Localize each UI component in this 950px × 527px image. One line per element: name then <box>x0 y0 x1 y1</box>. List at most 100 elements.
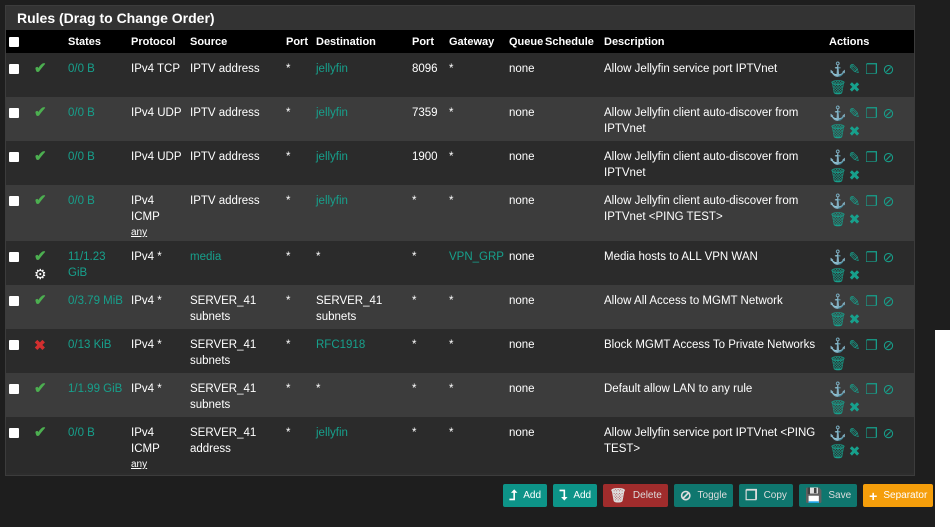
anchor-icon[interactable]: ⚓ <box>829 149 847 165</box>
pencil-icon[interactable]: ✎ <box>848 249 861 265</box>
ban-icon[interactable]: ⊘ <box>882 61 895 77</box>
rule-checkbox[interactable] <box>9 108 19 118</box>
pencil-icon[interactable]: ✎ <box>848 381 861 397</box>
x-icon[interactable]: ✖ <box>848 167 861 183</box>
pencil-icon[interactable]: ✎ <box>848 105 861 121</box>
copy-button[interactable]: ❐ Copy <box>739 484 793 507</box>
separator-button[interactable]: + Separator <box>863 484 934 507</box>
anchor-icon[interactable]: ⚓ <box>829 293 847 309</box>
add-bottom-button[interactable]: ⮧ Add <box>553 484 598 507</box>
destination[interactable]: jellyfin <box>316 427 348 439</box>
trash-icon[interactable]: 🗑 <box>829 311 847 327</box>
destination[interactable]: jellyfin <box>316 107 348 119</box>
column-header: Description <box>601 30 826 53</box>
rule-checkbox[interactable] <box>9 428 19 438</box>
rule-checkbox[interactable] <box>9 340 19 350</box>
add-top-button[interactable]: ⮥ Add <box>503 484 548 507</box>
copy-icon[interactable]: ❐ <box>865 381 878 397</box>
pencil-icon[interactable]: ✎ <box>848 337 861 353</box>
states-link[interactable]: 1/1.99 GiB <box>68 383 123 395</box>
pencil-icon[interactable]: ✎ <box>848 425 861 441</box>
pencil-icon[interactable]: ✎ <box>848 149 861 165</box>
ban-icon[interactable]: ⊘ <box>882 293 895 309</box>
pencil-icon[interactable]: ✎ <box>848 61 861 77</box>
anchor-icon[interactable]: ⚓ <box>829 337 847 353</box>
copy-icon[interactable]: ❐ <box>865 149 878 165</box>
rule-row[interactable]: ✔ 0/0 B IPv4 ICMP any SERVER_41 address * j… <box>6 417 914 473</box>
rule-row[interactable]: ✖ 0/13 KiB IPv4 * SERVER_41 subnets * RFC1… <box>6 329 914 373</box>
states-link[interactable]: 0/0 B <box>68 63 95 75</box>
rule-checkbox[interactable] <box>9 152 19 162</box>
rule-row[interactable]: ✔ ⚙ 11/1.23 GiB IPv4 * media * * * VPN_GRP non… <box>6 241 914 285</box>
states-link[interactable]: 0/13 KiB <box>68 339 112 351</box>
states-link[interactable]: 0/0 B <box>68 151 95 163</box>
source[interactable]: media <box>190 251 222 263</box>
trash-icon[interactable]: 🗑 <box>829 399 847 415</box>
states-link[interactable]: 0/0 B <box>68 107 95 119</box>
anchor-icon[interactable]: ⚓ <box>829 105 847 121</box>
pencil-icon[interactable]: ✎ <box>848 193 861 209</box>
rule-row[interactable]: ✔ 0/0 B IPv4 UDP IPTV address * jellyfin 73… <box>6 97 914 141</box>
x-icon[interactable]: ✖ <box>848 79 861 95</box>
trash-icon[interactable]: 🗑 <box>829 167 847 183</box>
trash-icon[interactable]: 🗑 <box>829 443 847 459</box>
copy-icon[interactable]: ❐ <box>865 337 878 353</box>
anchor-icon[interactable]: ⚓ <box>829 249 847 265</box>
states-link[interactable]: 0/3.79 MiB <box>68 295 123 307</box>
copy-icon[interactable]: ❐ <box>865 425 878 441</box>
copy-icon[interactable]: ❐ <box>865 193 878 209</box>
toggle-button[interactable]: ⊘ Toggle <box>673 484 734 507</box>
trash-icon[interactable]: 🗑 <box>829 211 847 227</box>
rule-row[interactable]: ✔ 0/0 B IPv4 UDP IPTV address * jellyfin 19… <box>6 141 914 185</box>
ban-icon[interactable]: ⊘ <box>882 249 895 265</box>
copy-icon[interactable]: ❐ <box>865 105 878 121</box>
ban-icon[interactable]: ⊘ <box>882 105 895 121</box>
x-icon[interactable]: ✖ <box>848 211 861 227</box>
trash-icon[interactable]: 🗑 <box>829 355 847 371</box>
rule-checkbox[interactable] <box>9 196 19 206</box>
anchor-icon[interactable]: ⚓ <box>829 425 847 441</box>
trash-icon[interactable]: 🗑 <box>829 267 847 283</box>
destination[interactable]: jellyfin <box>316 195 348 207</box>
anchor-icon[interactable]: ⚓ <box>829 381 847 397</box>
states-link[interactable]: 0/0 B <box>68 195 95 207</box>
rule-checkbox[interactable] <box>9 296 19 306</box>
rule-checkbox[interactable] <box>9 252 19 262</box>
x-icon[interactable]: ✖ <box>848 267 861 283</box>
save-button[interactable]: 💾 Save <box>798 484 858 507</box>
icmp-type-link[interactable]: any <box>131 459 148 470</box>
rule-checkbox[interactable] <box>9 384 19 394</box>
destination[interactable]: RFC1918 <box>316 339 366 351</box>
gateway[interactable]: VPN_GRP <box>449 251 504 263</box>
destination[interactable]: jellyfin <box>316 151 348 163</box>
pencil-icon[interactable]: ✎ <box>848 293 861 309</box>
select-all-checkbox[interactable] <box>6 30 31 53</box>
copy-icon[interactable]: ❐ <box>865 293 878 309</box>
x-icon[interactable]: ✖ <box>848 399 861 415</box>
ban-icon[interactable]: ⊘ <box>882 425 895 441</box>
copy-icon[interactable]: ❐ <box>865 249 878 265</box>
anchor-icon[interactable]: ⚓ <box>829 61 847 77</box>
rule-checkbox[interactable] <box>9 64 19 74</box>
anchor-icon[interactable]: ⚓ <box>829 193 847 209</box>
destination[interactable]: jellyfin <box>316 63 348 75</box>
copy-icon[interactable]: ❐ <box>865 61 878 77</box>
trash-icon[interactable]: 🗑 <box>829 79 847 95</box>
trash-icon[interactable]: 🗑 <box>829 123 847 139</box>
states-link[interactable]: 11/1.23 GiB <box>68 251 106 279</box>
select-all-checkbox-box[interactable] <box>9 36 19 47</box>
x-icon[interactable]: ✖ <box>848 311 861 327</box>
ban-icon[interactable]: ⊘ <box>882 193 895 209</box>
icmp-type-link[interactable]: any <box>131 227 148 238</box>
states-link[interactable]: 0/0 B <box>68 427 95 439</box>
ban-icon[interactable]: ⊘ <box>882 381 895 397</box>
rule-row[interactable]: ✔ 0/0 B IPv4 ICMP any IPTV address * jellyf… <box>6 185 914 241</box>
rule-row[interactable]: ✔ 0/3.79 MiB IPv4 * SERVER_41 subnets * SE… <box>6 285 914 329</box>
rule-row[interactable]: ✔ 1/1.99 GiB IPv4 * SERVER_41 subnets * * *… <box>6 373 914 417</box>
delete-button[interactable]: 🗑 Delete <box>603 484 668 507</box>
rule-row[interactable]: ✔ 0/0 B IPv4 TCP IPTV address * jellyfin 80… <box>6 53 914 97</box>
ban-icon[interactable]: ⊘ <box>882 337 895 353</box>
x-icon[interactable]: ✖ <box>848 123 861 139</box>
ban-icon[interactable]: ⊘ <box>882 149 895 165</box>
x-icon[interactable]: ✖ <box>848 443 861 459</box>
